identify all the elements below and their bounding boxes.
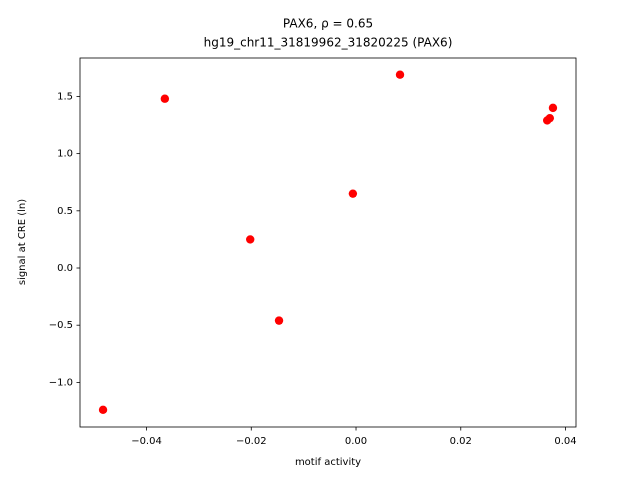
point [545,113,555,123]
plot-frame [79,57,577,428]
point [348,189,358,198]
point [395,70,405,79]
y-tick-label: −0.5 [49,320,73,331]
x-tick-label: 0.02 [450,436,472,447]
y-tick-label: 1.0 [57,149,73,160]
x-tick-label: −0.04 [131,436,162,447]
y-tick-label: 0.5 [57,206,73,217]
point [246,235,255,244]
x-tick-label: −0.02 [236,436,267,447]
x-axis-label: motif activity [295,457,361,468]
y-tick-label: 0.0 [57,263,73,274]
y-tick-label: 1.5 [57,91,73,102]
point [548,103,558,113]
y-axis-label: signal at CRE (ln) [17,199,28,285]
chart-title: PAX6, ρ = 0.65 [283,17,373,31]
point [98,405,108,415]
point [160,94,170,103]
point [274,316,284,325]
x-tick-label: 0.00 [345,436,367,447]
y-tick-label: −1.0 [49,377,73,388]
chart-subtitle: hg19_chr11_31819962_31820225 (PAX6) [204,36,453,50]
x-tick-label: 0.04 [554,436,576,447]
